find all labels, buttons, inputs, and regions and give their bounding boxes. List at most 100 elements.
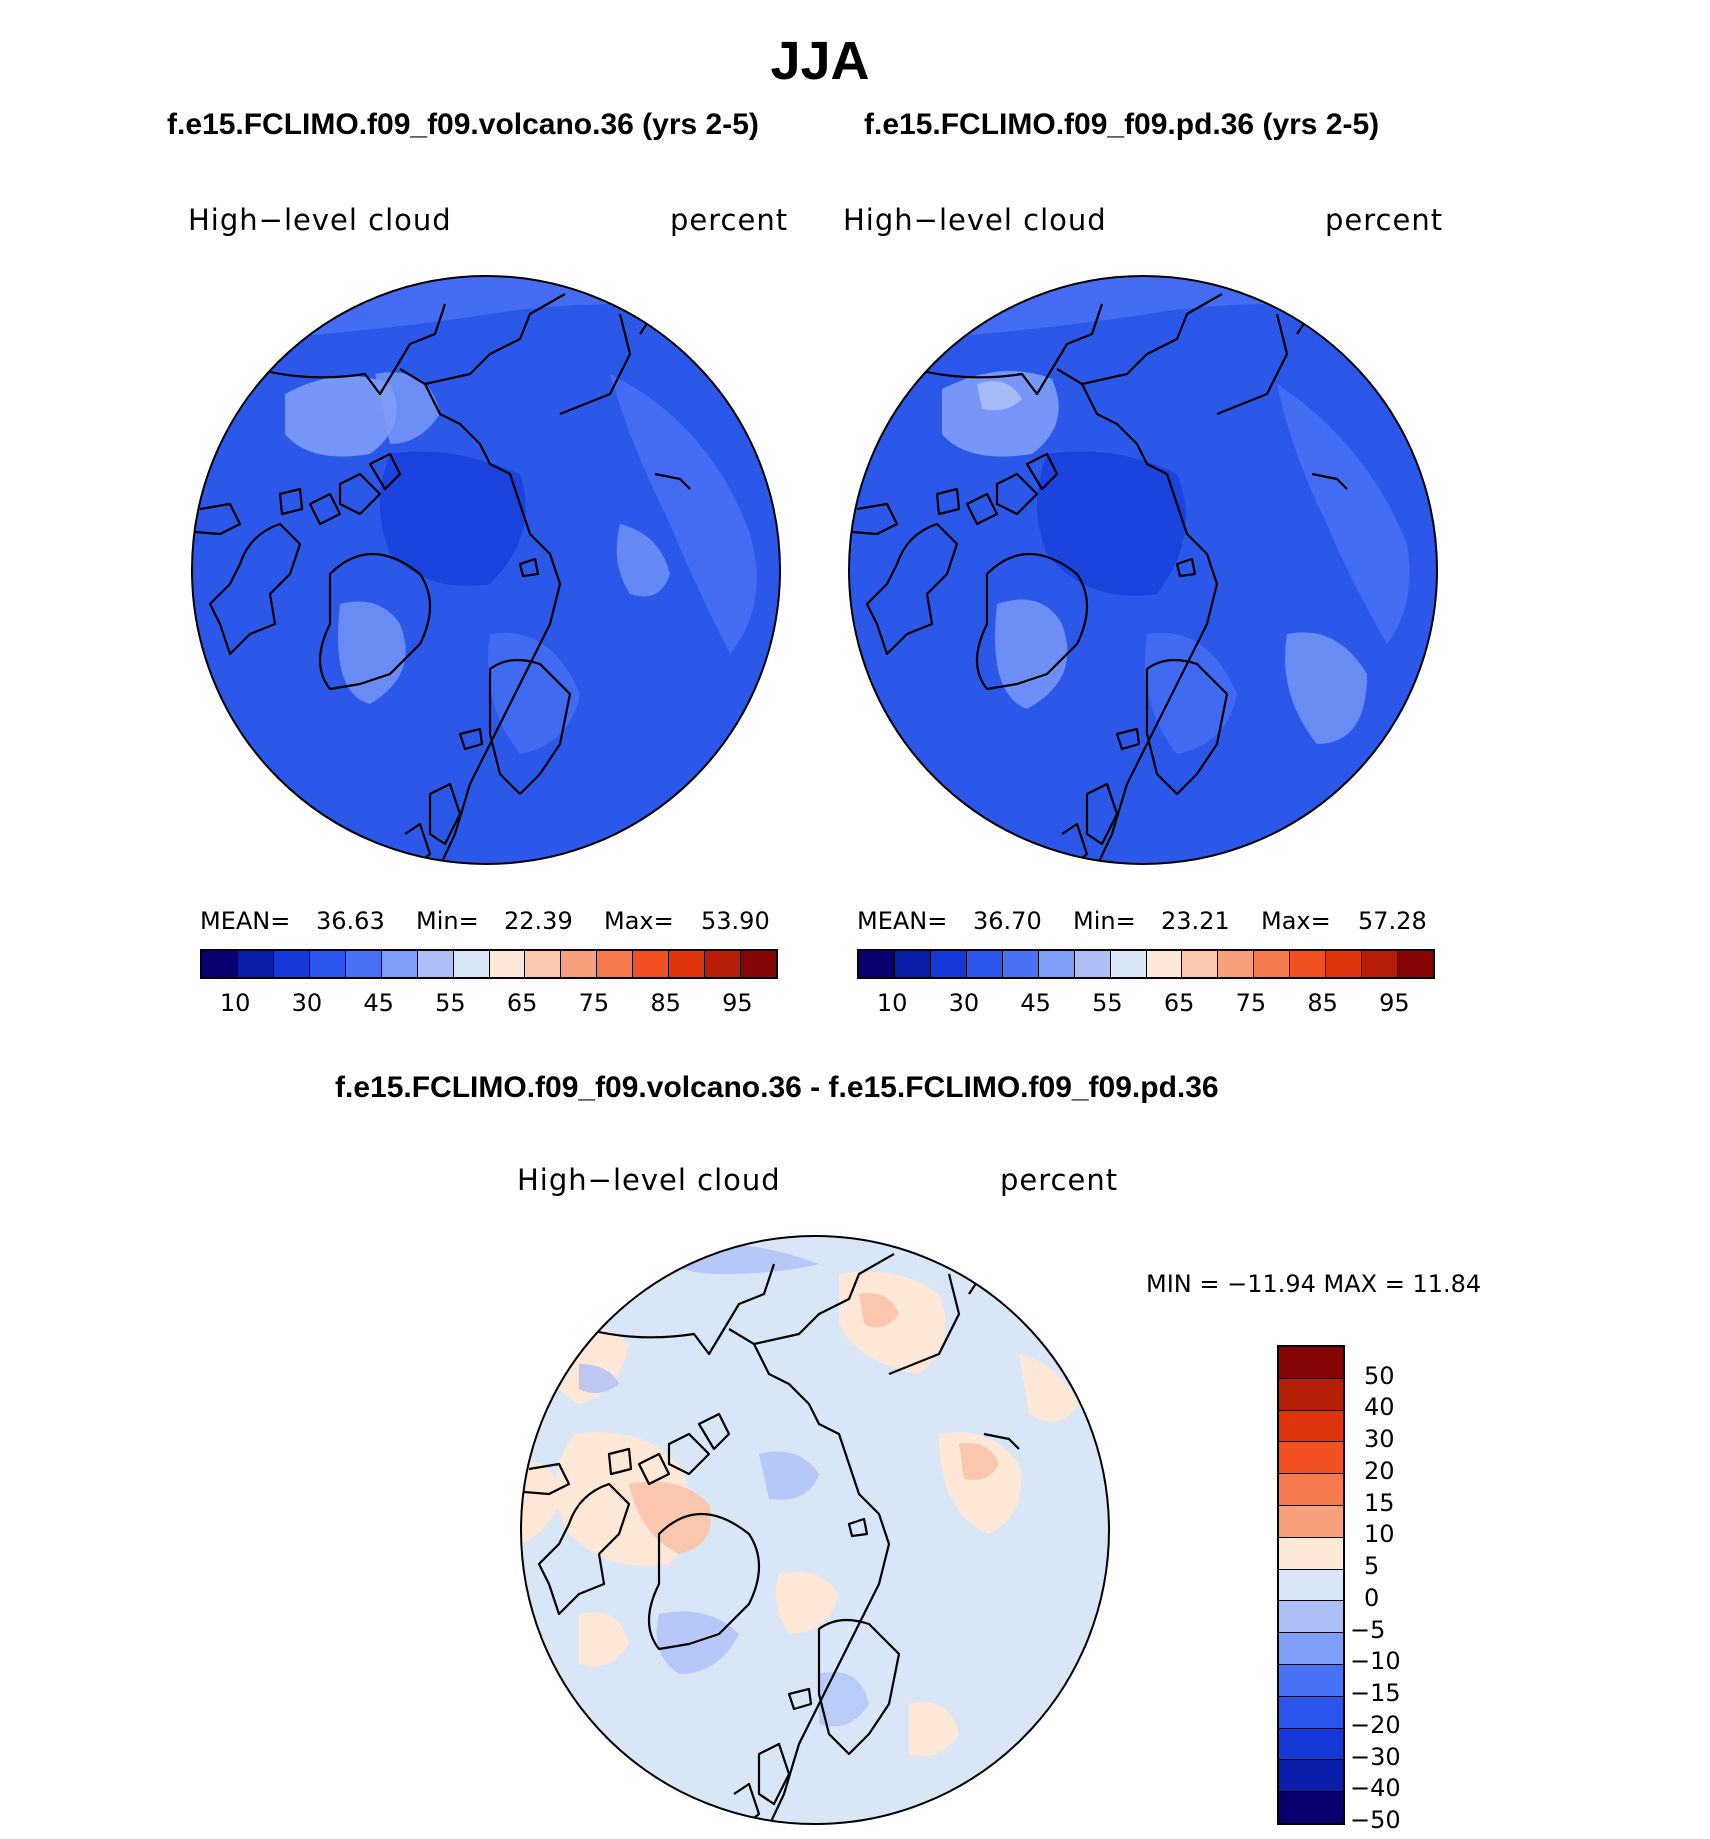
- panel1-variable-label: High−level cloud: [188, 203, 452, 237]
- panel1-colorbar-tick-label: 30: [291, 989, 323, 1017]
- diff-colorbar-tick-label: −5: [1350, 1615, 1386, 1644]
- diff-colorbar-swatch: [1279, 1505, 1343, 1538]
- diff-colorbar-tick-label: 50: [1364, 1361, 1395, 1390]
- figure-title: JJA: [770, 31, 870, 91]
- diff-colorbar-swatch: [1279, 1760, 1343, 1793]
- panel2-colorbar-tick-label: 30: [948, 989, 980, 1017]
- panel1-colorbar-swatch: [345, 951, 382, 977]
- panel1-colorbar-swatch: [669, 951, 706, 977]
- panel1-colorbar-tick-label: 95: [722, 989, 753, 1017]
- panel2-colorbar-swatch: [1110, 951, 1147, 977]
- diff-colorbar-tick-label: −10: [1350, 1647, 1401, 1676]
- panel2-colorbar-swatch: [894, 951, 931, 977]
- panel2-colorbar-swatch: [1254, 951, 1291, 977]
- panel1-colorbar: [200, 949, 778, 979]
- diff-colorbar-tick-label: −15: [1350, 1679, 1401, 1708]
- panel2-units-label: percent: [1325, 203, 1444, 237]
- panel2-colorbar: [857, 949, 1435, 979]
- panel1-colorbar-swatch: [705, 951, 742, 977]
- diff-minmax: MIN = −11.94 MAX = 11.84: [1146, 1270, 1482, 1298]
- panel2-colorbar-swatch: [1002, 951, 1039, 977]
- panel1-mean-label: MEAN=: [200, 907, 291, 935]
- panel2-colorbar-tick-label: 65: [1163, 989, 1195, 1017]
- panel2-colorbar-swatch: [1074, 951, 1111, 977]
- diff-colorbar: [1277, 1345, 1345, 1825]
- panel1-mean-value: 36.63: [316, 907, 385, 935]
- diff-map-disc: [521, 1236, 1109, 1824]
- diff-colorbar-swatch: [1279, 1728, 1343, 1761]
- panel1-colorbar-swatch: [597, 951, 634, 977]
- panel2-colorbar-swatch: [966, 951, 1003, 977]
- diff-colorbar-swatch: [1279, 1347, 1343, 1379]
- panel2-colorbar-swatch: [930, 951, 967, 977]
- diff-colorbar-swatch: [1279, 1664, 1343, 1697]
- panel2-colorbar-labels: 10 30 45 55 65 75 85 95: [857, 989, 1435, 1019]
- diff-colorbar-swatch: [1279, 1474, 1343, 1506]
- panel2-colorbar-tick-label: 55: [1092, 989, 1123, 1017]
- diff-colorbar-tick-label: 0: [1364, 1583, 1380, 1612]
- panel1-polar-map: [191, 275, 781, 865]
- diff-colorbar-swatch: [1279, 1696, 1343, 1729]
- panel1-colorbar-labels: 10 30 45 55 65 75 85 95: [200, 989, 778, 1019]
- diff-colorbar-tick-label: −30: [1350, 1742, 1401, 1771]
- panel2-max-label: Max=: [1261, 907, 1331, 935]
- panel2-min-value: 23.21: [1161, 907, 1230, 935]
- panel2-variable-label: High−level cloud: [843, 203, 1107, 237]
- panel1-colorbar-swatch: [273, 951, 310, 977]
- panel2-colorbar-swatch: [1290, 951, 1327, 977]
- panel2-colorbar-tick-label: 95: [1379, 989, 1410, 1017]
- diff-subtitle: f.e15.FCLIMO.f09_f09.volcano.36 - f.e15.…: [335, 1071, 1219, 1104]
- panel1-units-label: percent: [670, 203, 789, 237]
- panel1-max-label: Max=: [604, 907, 674, 935]
- panel2-colorbar-swatch: [1362, 951, 1399, 977]
- diff-colorbar-labels: 50 40 30 20 15 10 5 0 −5 −10 −15 −20 −30 −40 −50: [1350, 1345, 1450, 1834]
- panel2-colorbar-swatch: [1038, 951, 1075, 977]
- diff-colorbar-tick-label: 5: [1364, 1552, 1380, 1581]
- panel2-polar-map: [848, 275, 1438, 865]
- panel1-colorbar-swatch: [381, 951, 418, 977]
- diff-colorbar-swatch: [1279, 1442, 1343, 1475]
- diff-colorbar-swatch: [1279, 1378, 1343, 1411]
- panel2-colorbar-tick-label: 85: [1307, 989, 1338, 1017]
- diff-colorbar-tick-label: 20: [1364, 1456, 1395, 1485]
- panel1-colorbar-swatch: [237, 951, 274, 977]
- diff-colorbar-tick-label: −40: [1350, 1774, 1401, 1803]
- panel2-colorbar-tick-label: 75: [1235, 989, 1267, 1017]
- diff-colorbar-tick-label: 15: [1364, 1488, 1395, 1517]
- panel1-colorbar-swatch: [561, 951, 598, 977]
- panel2-mean-value: 36.70: [973, 907, 1042, 935]
- panel2-colorbar-swatch: [1398, 951, 1433, 977]
- panel2-colorbar-swatch: [1218, 951, 1255, 977]
- panel1-colorbar-tick-label: 55: [435, 989, 466, 1017]
- diff-colorbar-swatch: [1279, 1537, 1343, 1570]
- diff-variable-label: High−level cloud: [517, 1163, 781, 1197]
- diff-colorbar-swatch: [1279, 1569, 1343, 1602]
- panel2-colorbar-swatch: [1326, 951, 1363, 977]
- diff-colorbar-tick-label: −20: [1350, 1710, 1401, 1739]
- panel1-colorbar-swatch: [741, 951, 776, 977]
- panel1-colorbar-swatch: [489, 951, 526, 977]
- panel1-colorbar-swatch: [417, 951, 454, 977]
- panel2-colorbar-tick-label: 45: [1020, 989, 1051, 1017]
- diff-polar-map: [520, 1235, 1110, 1825]
- diff-colorbar-swatch: [1279, 1601, 1343, 1634]
- diff-colorbar-swatch: [1279, 1410, 1343, 1443]
- panel1-min-value: 22.39: [504, 907, 573, 935]
- panel1-colorbar-swatch: [453, 951, 490, 977]
- panel1-colorbar-tick-label: 65: [506, 989, 538, 1017]
- panel1-colorbar-swatch: [202, 951, 238, 977]
- diff-colorbar-tick-label: −50: [1350, 1806, 1401, 1834]
- panel2-mean-label: MEAN=: [857, 907, 948, 935]
- diff-colorbar-tick-label: 10: [1364, 1520, 1395, 1549]
- diff-colorbar-tick-label: 30: [1364, 1425, 1395, 1454]
- panel2-min-label: Min=: [1073, 907, 1136, 935]
- panel1-colorbar-tick-label: 85: [650, 989, 681, 1017]
- panel1-colorbar-tick-label: 10: [219, 989, 251, 1017]
- diff-colorbar-swatch: [1279, 1633, 1343, 1665]
- panel2-colorbar-swatch: [1182, 951, 1219, 977]
- panel1-colorbar-tick-label: 45: [363, 989, 394, 1017]
- panel2-colorbar-swatch: [859, 951, 895, 977]
- panel2-colorbar-tick-label: 10: [876, 989, 908, 1017]
- panel2-subtitle: f.e15.FCLIMO.f09_f09.pd.36 (yrs 2-5): [864, 108, 1380, 141]
- panel1-colorbar-swatch: [525, 951, 562, 977]
